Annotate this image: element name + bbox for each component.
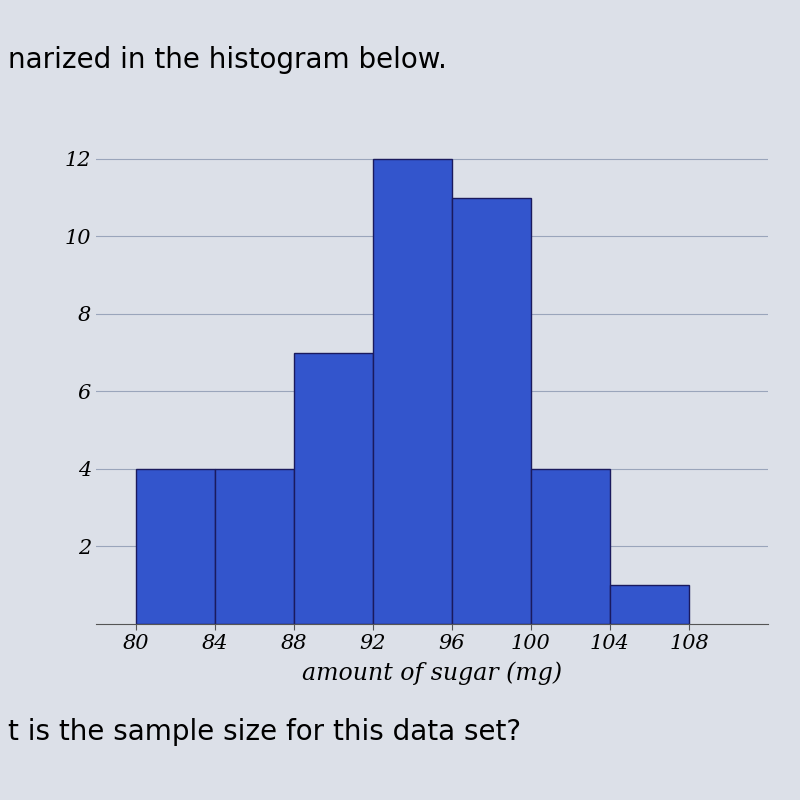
Bar: [610, 586, 689, 624]
Bar: [214, 469, 294, 624]
Text: narized in the histogram below.: narized in the histogram below.: [8, 46, 447, 74]
X-axis label: amount of sugar (mg): amount of sugar (mg): [302, 662, 562, 686]
Bar: [294, 353, 373, 624]
Bar: [531, 469, 610, 624]
Bar: [452, 198, 531, 624]
Text: t is the sample size for this data set?: t is the sample size for this data set?: [8, 718, 521, 746]
Bar: [135, 469, 214, 624]
Bar: [373, 158, 452, 624]
